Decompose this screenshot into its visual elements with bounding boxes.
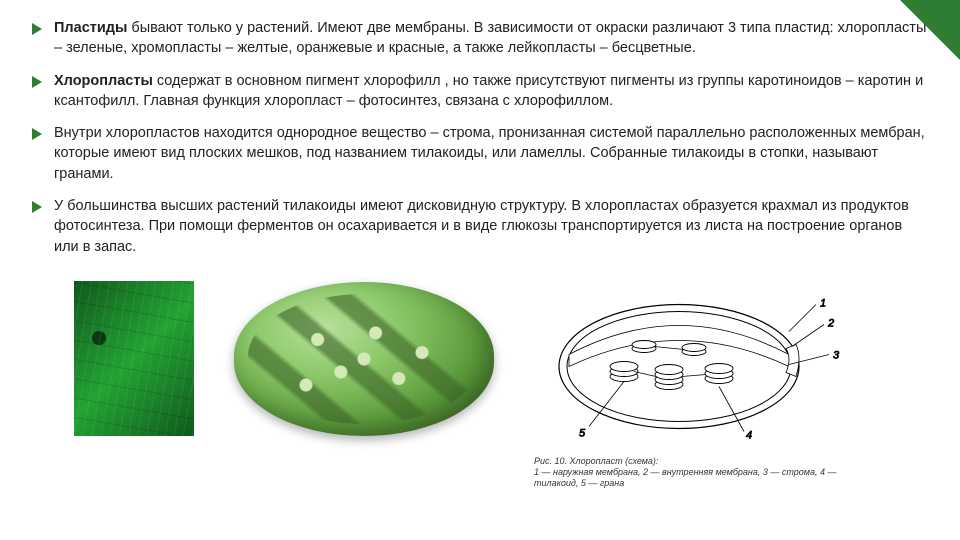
scheme-label-2: 2 [827,317,834,329]
scheme-label-5: 5 [579,427,586,439]
bullet-item: У большинства высших растений тилакоиды … [32,196,928,257]
microscopy-image [74,281,194,436]
bullet-marker-icon [32,76,42,88]
slide-content: Пластиды бывают только у растений. Имеют… [0,0,960,459]
bullet-bold: Хлоропласты [54,73,153,89]
bullet-marker-icon [32,23,42,35]
scheme-label-1: 1 [820,297,826,309]
scheme-caption: Рис. 10. Хлоропласт (схема): 1 — наружна… [534,456,844,488]
bullet-text: Пластиды бывают только у растений. Имеют… [54,18,928,59]
caption-text: 1 — наружная мембрана, 2 — внутренняя ме… [534,467,844,489]
bullet-rest: У большинства высших растений тилакоиды … [54,198,909,255]
scheme-label-4: 4 [746,429,752,441]
bullet-rest: содержат в основном пигмент хлорофилл , … [54,73,923,109]
bullet-marker-icon [32,128,42,140]
chloroplast-3d-image [224,274,504,444]
scheme-label-3: 3 [833,349,840,361]
chloroplast-inner [248,294,480,424]
chloroplast-scheme: 1 2 3 4 5 Рис. 10. Хлоропласт (схема): 1… [534,269,844,449]
bullet-text: Внутри хлоропластов находится однородное… [54,123,928,184]
bullet-text: У большинства высших растений тилакоиды … [54,196,928,257]
bullet-item: Пластиды бывают только у растений. Имеют… [32,18,928,59]
bullet-rest: бывают только у растений. Имеют две мемб… [54,20,926,56]
bullet-marker-icon [32,201,42,213]
caption-title: Рис. 10. Хлоропласт (схема): [534,456,844,467]
chloroplast-body [234,282,494,436]
scheme-svg: 1 2 3 4 5 [534,269,844,449]
bullet-bold: Пластиды [54,20,127,36]
bullet-item: Внутри хлоропластов находится однородное… [32,123,928,184]
images-row: 1 2 3 4 5 Рис. 10. Хлоропласт (схема): 1… [32,269,928,449]
bullet-item: Хлоропласты содержат в основном пигмент … [32,71,928,112]
bullet-text: Хлоропласты содержат в основном пигмент … [54,71,928,112]
bullet-rest: Внутри хлоропластов находится однородное… [54,125,925,182]
slide-corner-accent [900,0,960,60]
